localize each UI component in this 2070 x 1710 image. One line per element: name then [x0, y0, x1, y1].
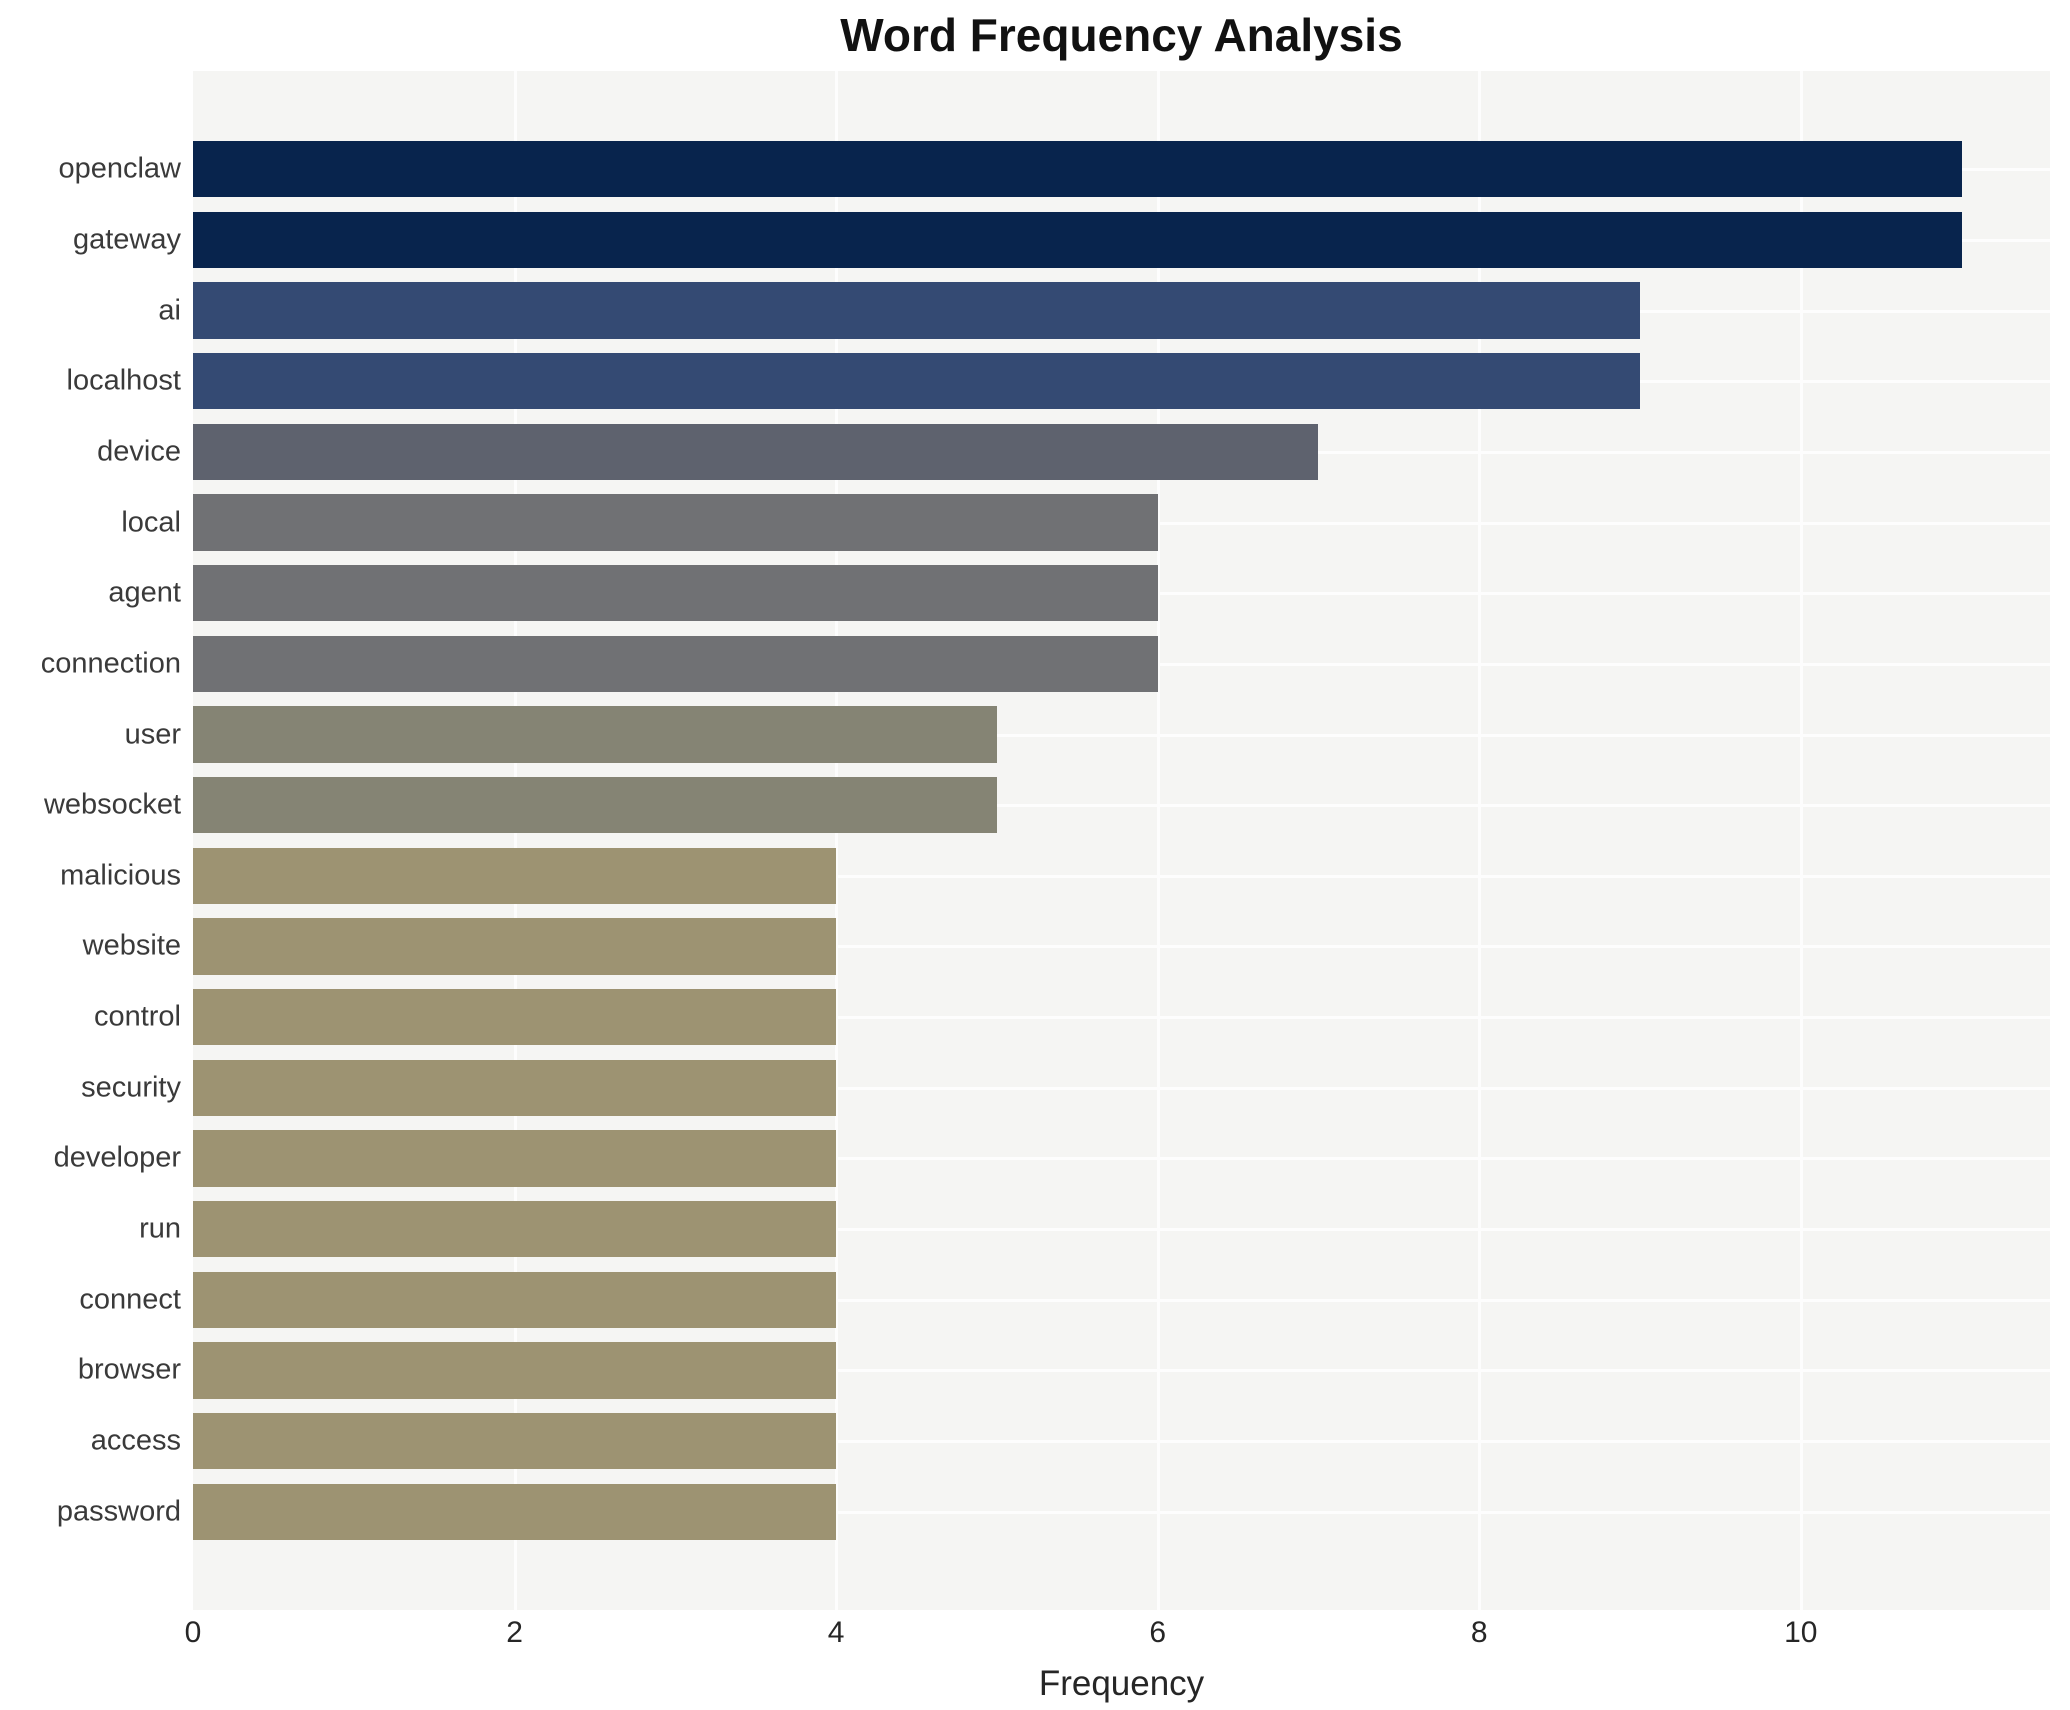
gridline-horizontal: [193, 1369, 2050, 1373]
bar-websocket: [193, 776, 997, 834]
bar-user: [193, 706, 997, 763]
x-tick-label-2: 2: [506, 1616, 523, 1649]
y-tick-label-developer: developer: [53, 1141, 181, 1174]
bar-website: [193, 918, 837, 975]
y-tick-label-openclaw: openclaw: [58, 152, 181, 185]
bar-browser: [193, 1342, 837, 1399]
x-tick-label-10: 10: [1784, 1616, 1818, 1649]
y-tick-label-device: device: [97, 435, 181, 468]
bar-localhost: [193, 352, 1640, 410]
y-tick-label-password: password: [56, 1495, 181, 1528]
y-tick-label-websocket: websocket: [43, 788, 181, 821]
gridline-horizontal: [193, 804, 2050, 808]
y-tick-label-run: run: [139, 1212, 181, 1245]
x-tick-label-0: 0: [184, 1616, 202, 1649]
y-tick-label-connect: connect: [79, 1283, 181, 1316]
chart-title: Word Frequency Analysis: [840, 9, 1403, 61]
bar-connection: [193, 635, 1158, 693]
bar-access: [193, 1412, 837, 1470]
gridline-vertical: [1799, 71, 1803, 1610]
gridline-horizontal: [193, 1157, 2050, 1161]
bar-connect: [193, 1271, 837, 1329]
gridline-horizontal: [193, 733, 2050, 737]
bar-security: [193, 1059, 837, 1117]
plot-area: [193, 71, 2050, 1610]
gridline-vertical: [513, 71, 517, 1610]
y-tick-label-website: website: [82, 929, 181, 962]
bar-developer: [193, 1130, 837, 1187]
y-tick-label-local: local: [121, 506, 181, 539]
y-tick-label-gateway: gateway: [72, 223, 181, 256]
gridline-horizontal: [193, 1510, 2050, 1514]
x-tick-label-8: 8: [1470, 1616, 1488, 1649]
bar-openclaw: [193, 140, 1962, 198]
gridline-horizontal: [193, 874, 2050, 878]
bar-gateway: [193, 211, 1962, 269]
y-tick-label-user: user: [124, 718, 181, 750]
gridline-vertical: [835, 71, 839, 1610]
x-axis-title: Frequency: [1038, 1664, 1205, 1703]
gridline-horizontal: [193, 1298, 2050, 1302]
gridline-horizontal: [193, 945, 2050, 949]
bar-run: [193, 1200, 837, 1258]
gridline-vertical: [1156, 71, 1160, 1610]
x-tick-label-6: 6: [1149, 1616, 1167, 1649]
bar-device: [193, 423, 1319, 481]
x-tick-label-4: 4: [827, 1616, 845, 1649]
y-tick-label-control: control: [93, 1000, 181, 1033]
gridline-horizontal: [193, 1016, 2050, 1020]
bars-layer: [193, 71, 2050, 1610]
bar-agent: [193, 564, 1158, 622]
y-tick-label-security: security: [81, 1071, 181, 1104]
y-tick-label-ai: ai: [158, 294, 181, 327]
bar-local: [193, 494, 1158, 551]
y-tick-label-browser: browser: [77, 1353, 181, 1386]
y-tick-label-connection: connection: [40, 647, 181, 680]
bar-password: [193, 1483, 837, 1541]
y-tick-label-malicious: malicious: [60, 859, 181, 892]
bar-malicious: [193, 847, 837, 905]
gridline-vertical: [1478, 71, 1482, 1610]
gridline-horizontal: [193, 1228, 2050, 1232]
y-tick-label-localhost: localhost: [66, 364, 181, 397]
gridline-horizontal: [193, 1440, 2050, 1444]
y-tick-label-access: access: [90, 1424, 181, 1457]
bar-control: [193, 988, 837, 1046]
gridline-horizontal: [193, 1086, 2050, 1090]
y-tick-label-agent: agent: [108, 576, 181, 609]
y-axis-labels: openclaw gateway ai localhost device local age…: [0, 71, 181, 1610]
bar-ai: [193, 282, 1640, 339]
